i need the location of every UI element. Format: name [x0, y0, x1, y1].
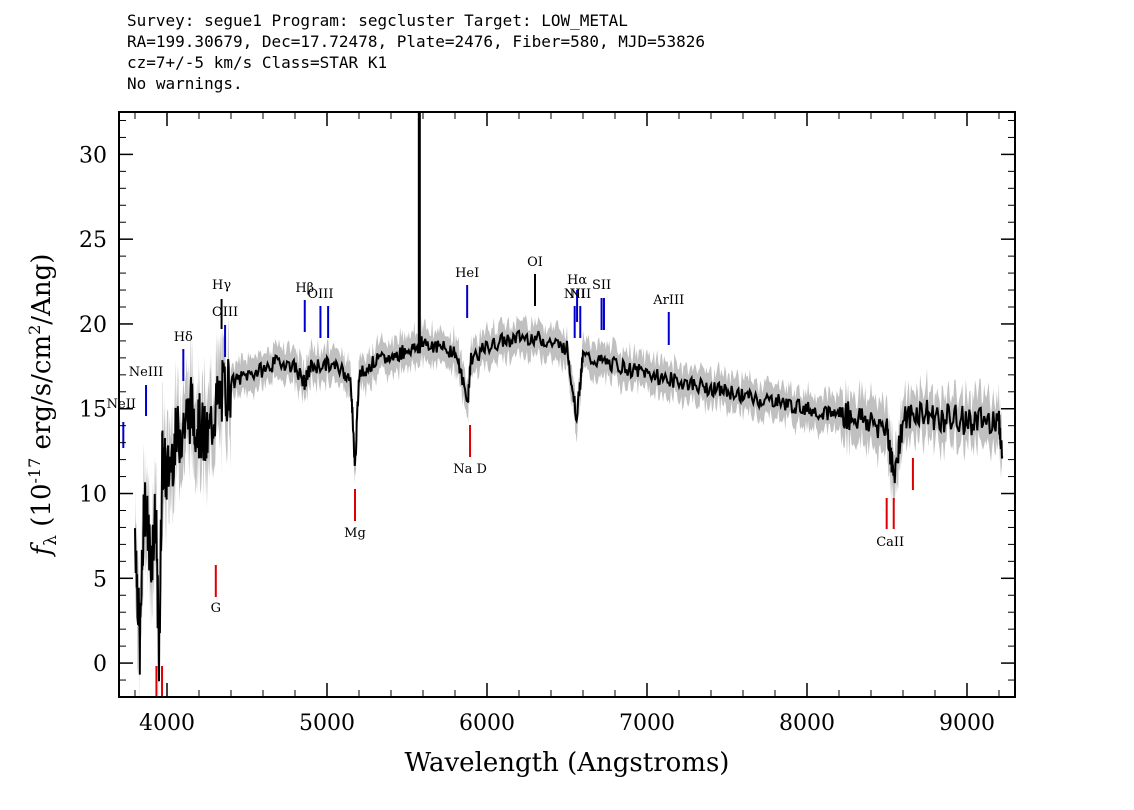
emission-line-label: NII — [564, 287, 586, 302]
absorption-line-label: Na D — [453, 462, 487, 477]
flux-series-line — [134, 329, 1004, 682]
y-tick-label: 30 — [79, 143, 107, 168]
x-tick-label: 8000 — [779, 711, 835, 736]
emission-line-label: SII — [592, 278, 611, 293]
absorption-line-label: G — [211, 601, 221, 616]
y-tick-label: 10 — [79, 483, 107, 508]
absorption-line-label: CaII — [876, 535, 904, 550]
flux-error-band — [135, 314, 1002, 697]
y-tick-label: 20 — [79, 313, 107, 338]
flux-line-layer — [134, 112, 1004, 682]
x-tick-label: 9000 — [939, 711, 995, 736]
spectrum-header: Survey: segue1 Program: segcluster Targe… — [127, 10, 705, 94]
plot-frame — [118, 111, 1016, 698]
emission-line-label: ArIII — [652, 293, 684, 308]
emission-line-label: NeII — [107, 397, 136, 412]
emission-line-label: OIII — [212, 305, 238, 320]
emission-line-label: NII — [569, 287, 591, 302]
absorption-line-label: Mg — [344, 526, 366, 541]
x-tick-label: 7000 — [619, 711, 675, 736]
y-tick-label: 15 — [79, 398, 107, 423]
spectral-line-markers: NeIINeIIIHδHγOIIIHβOIIIHeIOINIIHαNIISIIA… — [107, 255, 914, 697]
x-tick-label: 5000 — [299, 711, 355, 736]
x-axis-title: Wavelength (Angstroms) — [405, 748, 730, 778]
header-redshift-class-line: cz=7+/-5 km/s Class=STAR K1 — [127, 53, 388, 72]
y-tick-label: 25 — [79, 228, 107, 253]
y-tick-label: 5 — [93, 567, 107, 592]
emission-line-label: OIII — [307, 287, 333, 302]
y-tick-label: 0 — [93, 652, 107, 677]
emission-line-label: NeIII — [129, 365, 163, 380]
emission-line-label: Hα — [567, 273, 587, 288]
x-tick-label: 4000 — [139, 711, 195, 736]
x-tick-label: 6000 — [459, 711, 515, 736]
emission-line-label: OI — [527, 255, 543, 270]
axis-ticks: 4000 5000 6000 7000 8000 9000 0 5 10 15 20 25 30 — [79, 112, 1015, 736]
error-band-layer — [135, 314, 1002, 697]
header-warnings-line: No warnings. — [127, 74, 243, 93]
header-survey-line: Survey: segue1 Program: segcluster Targe… — [127, 11, 628, 30]
emission-line-label: Hδ — [174, 330, 193, 345]
emission-line-label: Hγ — [212, 278, 231, 293]
emission-line-label: Hβ — [295, 281, 314, 296]
emission-line-label: HeI — [455, 266, 479, 281]
header-coordinates-line: RA=199.30679, Dec=17.72478, Plate=2476, … — [127, 32, 705, 51]
y-axis-title: fλ (10-17 erg/s/cm2/Ang) — [25, 254, 61, 558]
